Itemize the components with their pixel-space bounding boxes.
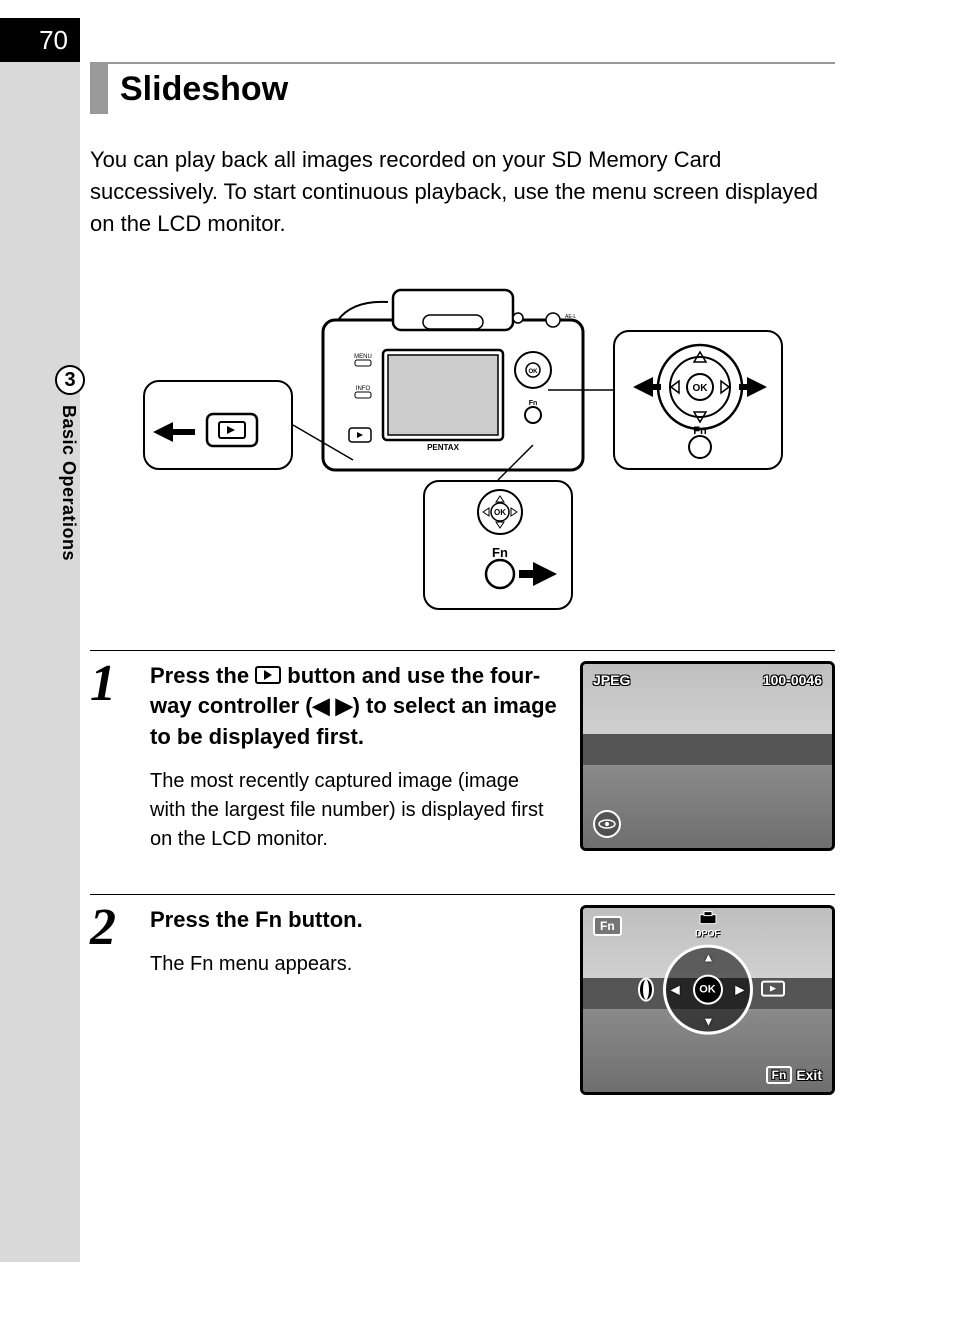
camera-diagram: PENTAX OK Fn MENU INFO AE-L	[143, 270, 783, 610]
side-margin	[0, 62, 80, 1262]
step-1-title-a: Press the	[150, 663, 255, 688]
step-1-body: Press the button and use the four-way co…	[150, 661, 560, 854]
step-2-title: Press the Fn button.	[150, 905, 560, 936]
right-arrow-icon: ▶	[336, 693, 353, 718]
fn-mode-label: Fn	[593, 916, 622, 936]
lcd-preview-1: JPEG 100-0046	[580, 661, 835, 851]
step-2-number: 2	[90, 905, 130, 1095]
step-2-body: Press the Fn button. The Fn menu appears…	[150, 905, 560, 1095]
step-2: 2 Press the Fn button. The Fn menu appea…	[90, 894, 835, 1095]
playback-icon	[255, 666, 281, 684]
up-arrow-icon: ▲	[703, 951, 715, 965]
fn-exit-label: Fn Exit	[766, 1066, 822, 1084]
exit-text: Exit	[796, 1067, 822, 1083]
step-2-desc: The Fn menu appears.	[150, 950, 560, 979]
page-number: 70	[39, 25, 68, 56]
step-1-desc: The most recently captured image (image …	[150, 767, 560, 854]
step-1-screen: JPEG 100-0046	[580, 661, 835, 854]
step-1: 1 Press the button and use the four-way …	[90, 650, 835, 854]
left-arrow-small-icon: ◀	[671, 983, 680, 997]
main-content: Slideshow You can play back all images r…	[90, 62, 835, 1095]
step-1-title: Press the button and use the four-way co…	[150, 661, 560, 753]
right-arrow-small-icon: ▶	[735, 983, 744, 997]
chapter-badge: 3	[55, 365, 85, 395]
dpof-label: DPOF	[695, 929, 720, 939]
intro-paragraph: You can play back all images recorded on…	[90, 144, 835, 240]
chapter-number: 3	[64, 369, 75, 392]
lcd-preview-2: Fn DPOF OK ▲ ▼ ◀ ▶	[580, 905, 835, 1095]
file-number-label: 100-0046	[763, 672, 822, 688]
chapter-label: Basic Operations	[58, 405, 79, 561]
step-2-title-b: button.	[282, 907, 363, 932]
callout-connectors	[143, 270, 783, 610]
ok-button-icon: OK	[693, 975, 723, 1005]
step-1-number: 1	[90, 661, 130, 854]
slideshow-icon	[759, 979, 787, 1004]
down-arrow-icon: ▼	[703, 1015, 715, 1029]
fn-menu-dpad: DPOF OK ▲ ▼ ◀ ▶	[643, 925, 773, 1055]
dpof-icon	[699, 911, 717, 925]
step-2-screen: Fn DPOF OK ▲ ▼ ◀ ▶	[580, 905, 835, 1095]
left-arrow-icon: ◀	[313, 693, 330, 718]
filter-icon	[635, 977, 657, 1008]
page-number-tab: 70	[0, 18, 80, 62]
section-heading: Slideshow	[90, 62, 835, 114]
image-format-label: JPEG	[593, 672, 630, 688]
step-2-title-a: Press the	[150, 907, 255, 932]
fn-exit-tag: Fn	[766, 1066, 793, 1084]
fn-label-inline: Fn	[255, 907, 282, 932]
playback-indicator-icon	[593, 810, 621, 838]
heading-title: Slideshow	[120, 70, 288, 109]
heading-bar	[90, 64, 108, 114]
